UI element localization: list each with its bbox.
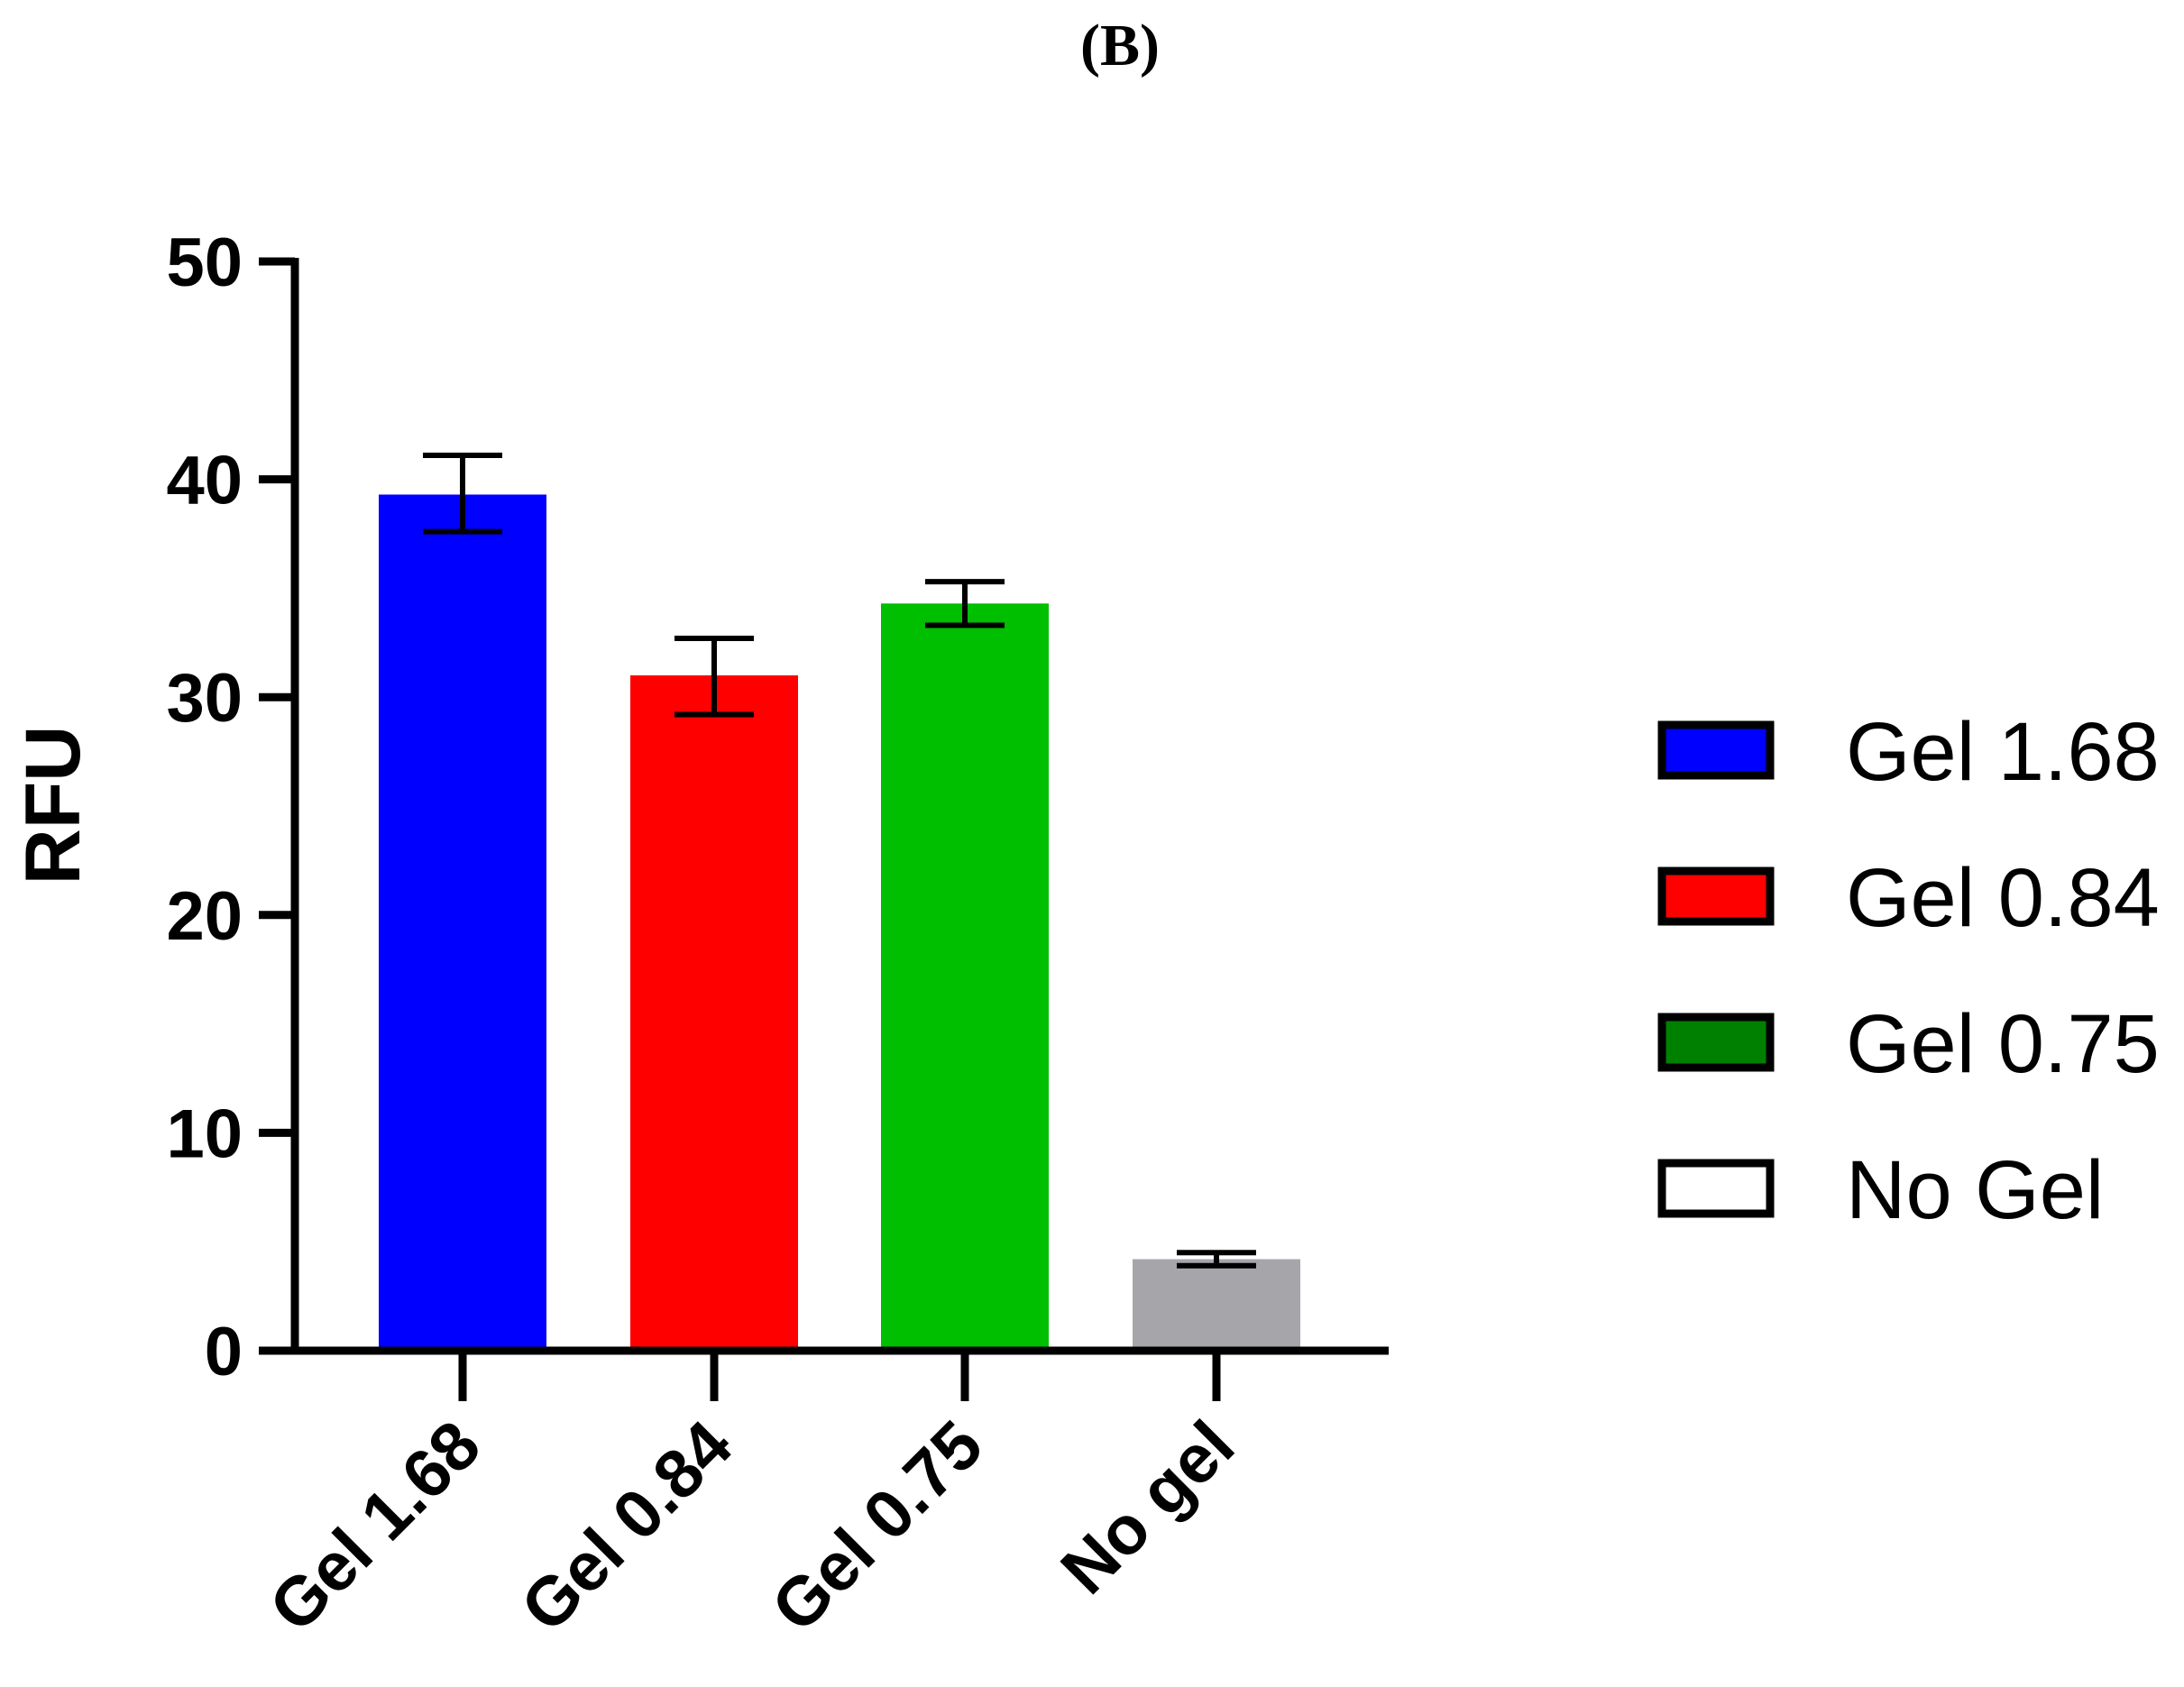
error-bars	[423, 453, 1256, 1269]
legend-item-2: Gel 0.84	[1657, 852, 2160, 944]
bar-gel-1-68	[379, 494, 546, 1351]
x-tick-label-1: Gel 1.68	[255, 1407, 495, 1646]
y-tick-label-20: 20	[166, 878, 243, 955]
legend-label: Gel 0.84	[1846, 852, 2160, 944]
legend-swatch	[1657, 866, 1775, 926]
legend: Gel 1.68 Gel 0.84 Gel 0.75 No Gel	[1657, 706, 2160, 1236]
legend-item-4: No Gel	[1657, 1144, 2104, 1236]
bars	[379, 494, 1300, 1351]
x-axis: Gel 1.68 Gel 0.84 Gel 0.75 No gel	[255, 1346, 1389, 1646]
error-bar-1	[423, 453, 502, 535]
legend-label: No Gel	[1846, 1144, 2104, 1236]
legend-label: Gel 1.68	[1846, 706, 2160, 798]
error-bar-2	[674, 635, 754, 718]
bar-no-gel	[1133, 1259, 1300, 1351]
legend-item-3: Gel 0.75	[1657, 998, 2160, 1090]
legend-label: Gel 0.75	[1846, 998, 2160, 1090]
legend-swatch	[1657, 1013, 1775, 1072]
y-axis-title: RFU	[10, 726, 96, 885]
x-tick-label-4: No gel	[1047, 1407, 1249, 1609]
y-tick-label-10: 10	[166, 1096, 243, 1172]
error-bar-3	[925, 579, 1005, 628]
y-tick-label-40: 40	[166, 443, 243, 519]
bar-gel-0-84	[630, 675, 798, 1351]
x-tick-label-2: Gel 0.84	[507, 1407, 747, 1646]
y-axis: 0 10 20 30 40 50	[166, 225, 299, 1390]
panel-label: (B)	[1080, 13, 1160, 78]
y-tick-label-0: 0	[205, 1314, 243, 1390]
y-tick-label-50: 50	[166, 225, 243, 301]
legend-swatch	[1657, 1159, 1775, 1218]
legend-item-1: Gel 1.68	[1657, 706, 2160, 798]
bar-gel-0-75	[881, 603, 1049, 1351]
x-tick-label-3: Gel 0.75	[757, 1407, 997, 1646]
error-bar-4	[1177, 1250, 1256, 1269]
y-tick-label-30: 30	[166, 660, 243, 737]
legend-swatch	[1657, 720, 1775, 780]
